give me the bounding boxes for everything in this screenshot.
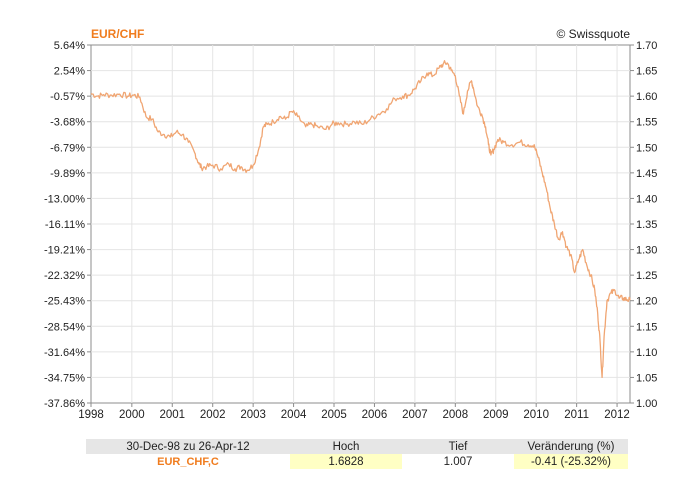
stats-header-row: 30-Dec-98 zu 26-Apr-12 Hoch Tief Verände…: [86, 439, 628, 454]
right-tick-label: 1.55: [636, 117, 657, 129]
right-tick-label: 1.05: [636, 372, 657, 384]
x-tick-label: 2005: [321, 409, 347, 421]
x-tick-label: 1998: [78, 409, 104, 421]
stats-value-row: EUR_CHF,C 1.6828 1.007 -0.41 (-25.32%): [86, 454, 628, 469]
left-tick-label: 5.64%: [54, 40, 85, 52]
left-tick-label: -6.79%: [50, 142, 85, 154]
stats-change-value: -0.41 (-25.32%): [514, 454, 628, 469]
left-tick-label: -16.11%: [45, 219, 85, 231]
x-tick-label: 2002: [200, 409, 226, 421]
right-tick-label: 1.20: [636, 296, 657, 308]
right-tick-label: 1.40: [636, 193, 657, 205]
x-tick-label: 2012: [604, 409, 630, 421]
x-tick-label: 2004: [281, 409, 307, 421]
stats-high-label: Hoch: [290, 439, 402, 454]
left-tick-label: -19.21%: [44, 245, 85, 257]
right-tick-label: 1.45: [636, 168, 657, 180]
right-tick-label: 1.70: [636, 40, 657, 52]
right-tick-label: 1.00: [636, 398, 657, 410]
right-tick-label: 1.35: [636, 219, 657, 231]
stats-high-value: 1.6828: [290, 454, 402, 469]
left-tick-label: -31.64%: [44, 347, 85, 359]
right-tick-label: 1.10: [636, 347, 657, 359]
x-tick-label: 2009: [483, 409, 509, 421]
right-tick-label: 1.50: [636, 142, 657, 154]
stats-table: 30-Dec-98 zu 26-Apr-12 Hoch Tief Verände…: [86, 439, 628, 469]
stats-symbol: EUR_CHF,C: [157, 455, 219, 468]
left-tick-label: -28.54%: [44, 321, 85, 333]
left-tick-label: -0.57%: [50, 91, 85, 103]
chart: EUR/CHF © Swissquote 5.64% 2.54% -0.57% -3.…: [44, 27, 657, 421]
x-tick-label: 2010: [523, 409, 549, 421]
left-tick-label: -9.89%: [50, 168, 85, 180]
chart-title: EUR/CHF: [91, 27, 144, 41]
left-tick-label: -3.68%: [50, 117, 85, 129]
stats-change-label: Veränderung (%): [514, 439, 628, 454]
series-line-eur-chf: [90, 60, 631, 379]
left-tick-label: -13.00%: [44, 193, 85, 205]
x-tick-label: 2011: [564, 409, 589, 421]
left-tick-label: -34.75%: [44, 372, 85, 384]
x-tick-label: 2001: [159, 409, 185, 421]
x-tick-label: 2007: [402, 409, 428, 421]
right-tick-label: 1.60: [636, 91, 657, 103]
x-tick-label: 2000: [119, 409, 145, 421]
stats-period: 30-Dec-98 zu 26-Apr-12: [86, 439, 290, 454]
right-tick-label: 1.25: [636, 270, 657, 282]
x-tick-label: 2006: [362, 409, 388, 421]
x-axis: 1998 2000 2001 2002 2003 2004 2005 2006 2007 2008…: [78, 403, 630, 421]
right-axis: 1.70 1.65 1.60 1.55 1.50 1.45 1.40 1.35 1.30 1.25…: [630, 40, 657, 410]
right-tick-label: 1.65: [636, 66, 657, 78]
left-tick-label: 2.54%: [54, 66, 85, 78]
x-tick-label: 2003: [240, 409, 266, 421]
left-axis: 5.64% 2.54% -0.57% -3.68% -6.79% -9.89% -13.00…: [44, 40, 91, 410]
source-credit: © Swissquote: [556, 27, 630, 41]
right-tick-label: 1.15: [636, 321, 657, 333]
left-tick-label: -37.86%: [44, 398, 85, 410]
left-tick-label: -22.32%: [44, 270, 85, 282]
x-tick-label: 2008: [443, 409, 469, 421]
left-tick-label: -25.43%: [44, 296, 85, 308]
stats-low-value: 1.007: [443, 455, 473, 468]
stats-low-label: Tief: [402, 439, 514, 454]
grid-lines: [91, 45, 630, 403]
right-tick-label: 1.30: [636, 245, 657, 257]
